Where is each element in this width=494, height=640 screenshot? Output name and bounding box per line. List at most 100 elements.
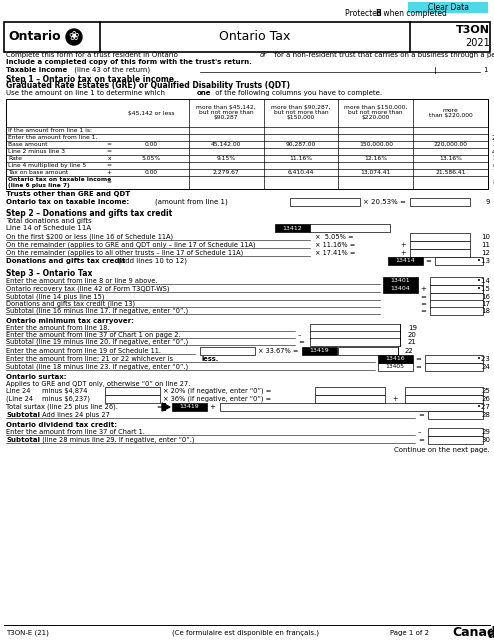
Bar [220, 403, 483, 411]
Text: •23: •23 [477, 356, 490, 362]
Text: 12.16%: 12.16% [364, 156, 387, 161]
Text: 17: 17 [481, 301, 490, 307]
Bar [430, 300, 483, 308]
Text: 11: 11 [481, 242, 490, 248]
Text: Total surtax (line 25 plus line 26).: Total surtax (line 25 plus line 26). [6, 404, 118, 410]
Bar [408, 2, 488, 13]
Text: Trusts other than GRE and QDT: Trusts other than GRE and QDT [6, 191, 130, 197]
Text: Add lines 24 plus 27: Add lines 24 plus 27 [40, 412, 110, 418]
Text: 13414: 13414 [396, 259, 415, 264]
Text: 6,410.44: 6,410.44 [288, 170, 314, 175]
Bar [405, 395, 483, 403]
Text: (line 6 plus line 7): (line 6 plus line 7) [8, 183, 70, 188]
Text: 22: 22 [405, 348, 414, 354]
Bar [428, 411, 483, 419]
Bar [378, 355, 413, 363]
Text: •13: •13 [477, 258, 490, 264]
Text: –: – [418, 429, 421, 435]
Text: Protected: Protected [345, 10, 384, 19]
Text: (Line 24: (Line 24 [6, 396, 33, 403]
Text: B: B [375, 10, 381, 19]
Text: $45,142 or less: $45,142 or less [128, 111, 175, 115]
Text: than $220,000: than $220,000 [429, 113, 472, 118]
Text: •14: •14 [477, 278, 490, 284]
Text: 21: 21 [408, 339, 417, 345]
Bar [290, 198, 360, 206]
Text: Complete this form for a trust resident in Ontario: Complete this form for a trust resident … [6, 52, 180, 58]
Bar [105, 387, 160, 395]
Text: If the amount from line 1 is:: If the amount from line 1 is: [8, 128, 92, 133]
Text: •27: •27 [477, 404, 490, 410]
Text: 1: 1 [484, 67, 488, 73]
Text: (line 28 minus line 29. If negative, enter “0”.): (line 28 minus line 29. If negative, ent… [40, 436, 195, 444]
Text: Enter the amount from line 8 or line 9 above.: Enter the amount from line 8 or line 9 a… [6, 278, 158, 284]
Text: =: = [420, 308, 426, 314]
Text: 12: 12 [481, 250, 490, 256]
Text: more than $90,287,: more than $90,287, [271, 106, 331, 111]
Text: 2: 2 [492, 134, 494, 141]
Text: =: = [418, 437, 424, 443]
Text: 13419: 13419 [180, 404, 200, 410]
Text: less.: less. [201, 356, 218, 362]
Text: T3ON: T3ON [456, 25, 490, 35]
Text: =: = [106, 149, 111, 154]
Text: 220,000.00: 220,000.00 [434, 142, 468, 147]
Bar [383, 277, 418, 285]
Text: $90,287: $90,287 [214, 115, 239, 120]
Text: On the remainder (applies to all other trusts – line 17 of Schedule 11A): On the remainder (applies to all other t… [6, 250, 243, 256]
Text: 13,074.41: 13,074.41 [361, 170, 391, 175]
Circle shape [66, 29, 82, 45]
Text: but not more than: but not more than [274, 111, 329, 115]
Text: but not more than: but not more than [199, 111, 253, 115]
Text: 9.15%: 9.15% [217, 156, 236, 161]
Polygon shape [162, 403, 170, 411]
Text: one: one [197, 90, 211, 96]
Text: (add lines 10 to 12): (add lines 10 to 12) [116, 258, 187, 264]
Text: (line 43 of the return): (line 43 of the return) [72, 67, 150, 73]
Bar [302, 347, 337, 355]
Text: 13416: 13416 [386, 356, 405, 362]
Text: minus $6,237): minus $6,237) [42, 396, 90, 403]
Bar [338, 347, 398, 355]
Text: Ontario tax on taxable income:: Ontario tax on taxable income: [6, 199, 129, 205]
Text: (Ce formulaire est disponible en français.): (Ce formulaire est disponible en françai… [171, 630, 319, 636]
Bar [310, 338, 400, 346]
Bar [430, 293, 483, 301]
Bar [105, 395, 160, 403]
Text: T3ON-E (21): T3ON-E (21) [6, 630, 49, 636]
Text: 25: 25 [481, 388, 490, 394]
Text: 5: 5 [492, 156, 494, 161]
Bar [428, 428, 483, 436]
Bar [410, 249, 470, 257]
Text: Step 1 – Ontario tax on taxable income: Step 1 – Ontario tax on taxable income [6, 74, 174, 83]
Text: =: = [420, 294, 426, 300]
Text: 6: 6 [492, 163, 494, 168]
Text: Enter the amount from line 19 of Schedule 11.: Enter the amount from line 19 of Schedul… [6, 348, 161, 354]
Bar [435, 257, 483, 265]
Text: when completed: when completed [381, 10, 447, 19]
Text: Ontario surtax:: Ontario surtax: [6, 374, 67, 380]
Text: 2,279.67: 2,279.67 [213, 170, 240, 175]
Bar [430, 285, 483, 293]
Text: 3: 3 [492, 141, 494, 147]
Bar [410, 198, 470, 206]
Text: Subtotal: Subtotal [6, 412, 40, 418]
Text: Rate: Rate [8, 156, 22, 161]
Text: =: = [106, 163, 111, 168]
Text: +: + [209, 404, 215, 410]
Text: or: or [260, 52, 267, 58]
Text: Donations and gifts tax credit (line 13): Donations and gifts tax credit (line 13) [6, 301, 135, 307]
Text: Subtotal (line 19 minus line 20. If negative, enter “0”.): Subtotal (line 19 minus line 20. If nega… [6, 339, 188, 345]
Bar [172, 403, 207, 411]
Bar [388, 257, 423, 265]
Text: 13419: 13419 [310, 349, 329, 353]
Text: 10: 10 [481, 234, 490, 240]
Text: × 11.16% =: × 11.16% = [315, 242, 355, 248]
Text: Taxable income: Taxable income [6, 67, 67, 73]
Text: but not more than: but not more than [348, 111, 403, 115]
Text: Subtotal: Subtotal [6, 437, 40, 443]
Text: 19: 19 [408, 325, 417, 331]
Text: × 20.53% =: × 20.53% = [363, 199, 406, 205]
Bar [430, 307, 483, 315]
Text: Total donations and gifts: Total donations and gifts [6, 218, 92, 224]
